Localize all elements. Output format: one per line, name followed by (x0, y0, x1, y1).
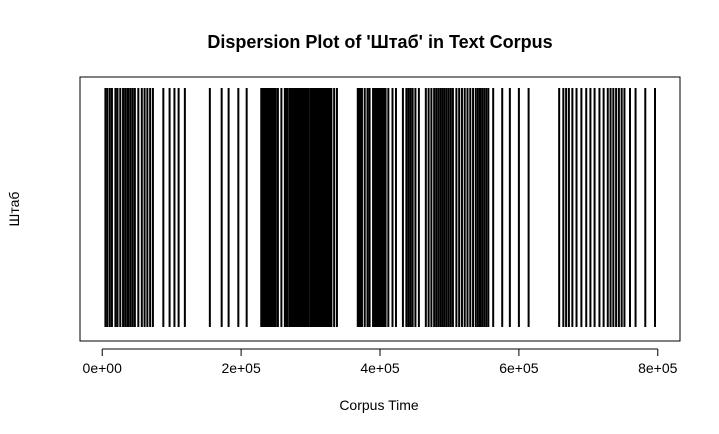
x-axis-label: Corpus Time (339, 397, 419, 413)
x-axis: 0e+00 2e+05 4e+05 6e+05 8e+05 (83, 348, 678, 376)
x-tick-label: 4e+05 (360, 360, 400, 376)
chart-title: Dispersion Plot of 'Штаб' in Text Corpus (207, 32, 552, 52)
x-tick-label: 2e+05 (221, 360, 261, 376)
x-tick-label: 6e+05 (499, 360, 539, 376)
dispersion-marks (104, 88, 656, 327)
x-tick-label: 0e+00 (83, 360, 123, 376)
plot-frame (79, 76, 681, 342)
y-axis-label: Штаб (6, 192, 22, 227)
x-tick-label: 8e+05 (638, 360, 678, 376)
